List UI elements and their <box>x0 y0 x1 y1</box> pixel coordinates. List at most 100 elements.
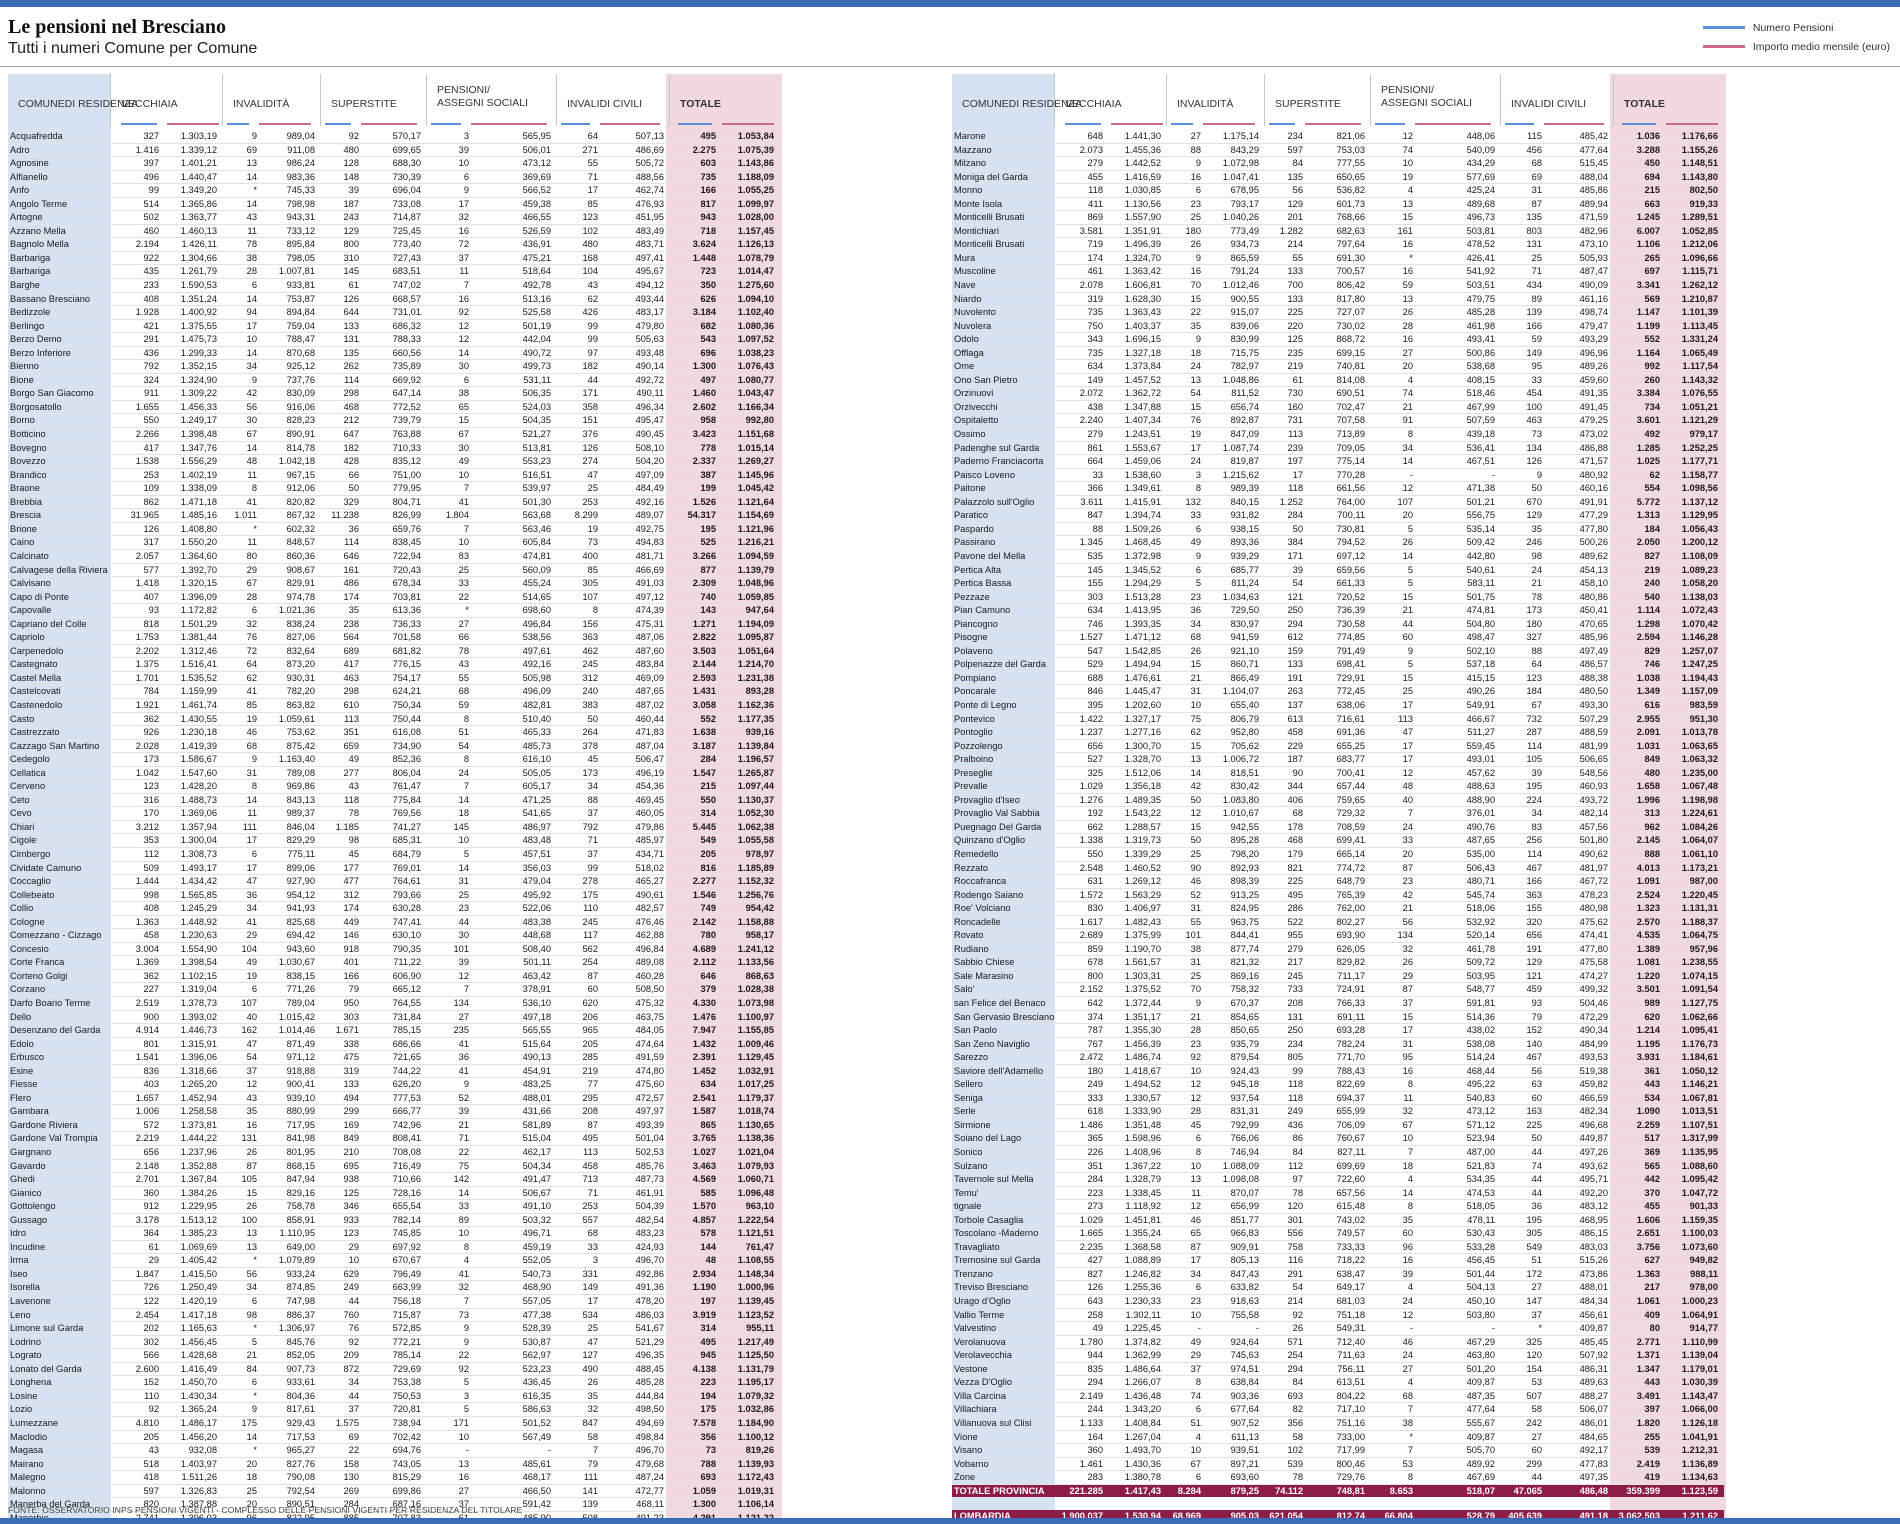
cell-value: 879,54 <box>1207 1050 1265 1065</box>
table-row: Capriano del Colle 818 1.501,29 32 838,24 238… <box>8 617 780 632</box>
cell-value: 3.919 <box>670 1308 722 1323</box>
cell-value: 56 <box>223 1267 263 1282</box>
cell-value: 939,16 <box>722 725 780 740</box>
cell-value: 825,68 <box>263 915 321 930</box>
cell-value: 1.137,12 <box>1666 495 1724 510</box>
cell-value: 48 <box>223 454 263 469</box>
cell-value: 502 <box>111 210 165 225</box>
cell-value: 279 <box>1265 942 1309 957</box>
cell-value: 28 <box>1371 319 1419 334</box>
cell-value: 490,09 <box>1548 278 1614 293</box>
cell-value: 808,41 <box>365 1131 427 1146</box>
cell-value: 751,18 <box>1309 1308 1371 1323</box>
cell-comune: Castelcovati <box>8 684 111 699</box>
cell-value: 549 <box>670 833 722 848</box>
cell-value: 1.006 <box>111 1104 165 1119</box>
cell-value: 47 <box>557 468 604 483</box>
cell-value: 865 <box>670 1118 722 1133</box>
cell-value: 931,82 <box>1207 508 1265 523</box>
cell-comune: Acquafredda <box>8 130 111 144</box>
cell-value: 686,66 <box>365 1037 427 1052</box>
right-header-pensioni-line1: PENSIONI/ <box>1381 84 1435 96</box>
cell-value: 474,53 <box>1419 1186 1501 1201</box>
cell-value: 726 <box>111 1280 165 1296</box>
cell-value: 496,96 <box>1548 346 1614 361</box>
cell-value: 473,12 <box>1419 1104 1501 1119</box>
cell-value: 23 <box>1371 874 1419 889</box>
cell-value: 1.304,66 <box>165 251 223 266</box>
cell-value: 791,24 <box>1207 264 1265 279</box>
cell-value: 562 <box>557 942 604 957</box>
cell-value: 869 <box>1055 210 1109 225</box>
cell-value: 875,42 <box>263 739 321 754</box>
cell-value: 18 <box>1371 1159 1419 1174</box>
cell-value: 670,67 <box>365 1253 427 1268</box>
cell-value: 209 <box>321 1348 365 1363</box>
cell-value: 4.138 <box>670 1362 722 1377</box>
right-header-pensioni: PENSIONI/ASSEGNI SOCIALI <box>1371 74 1501 126</box>
cell-value: 436,45 <box>475 1375 557 1390</box>
cell-value: 2.219 <box>111 1131 165 1146</box>
cell-value: 510,40 <box>475 712 557 727</box>
cell-value: 1.083,80 <box>1207 793 1265 808</box>
cell-value: 689 <box>321 644 365 659</box>
cell-value: 2.142 <box>670 915 722 930</box>
cell-value: 872 <box>321 1362 365 1377</box>
page-title: Le pensioni nel Bresciano <box>8 16 226 38</box>
table-row: Zone 283 1.380,78 6 693,60 78 729,76 8 467,69 44 4… <box>952 1470 1724 1485</box>
right-header-invalidita-bar-numero <box>1171 123 1193 125</box>
cell-value: 7 <box>427 522 475 537</box>
table-row: Lozio 92 1.365,24 9 817,61 37 720,81 5 586,63 32 4… <box>8 1402 780 1417</box>
cell-value: 11 <box>223 535 263 550</box>
cell-value: 86 <box>1265 1131 1309 1146</box>
cell-value: 711,63 <box>1309 1348 1371 1363</box>
cell-value: 487,65 <box>604 684 670 699</box>
cell-value: 82 <box>1265 1402 1309 1417</box>
cell-comune: Offlaga <box>952 346 1055 361</box>
cell-value: 1.606 <box>1614 1213 1666 1228</box>
cell-value: 131 <box>1265 1010 1309 1025</box>
cell-value: 9 <box>1371 644 1419 659</box>
right-header-comune-label: COMUNEDI RESIDENZA <box>962 98 1083 110</box>
table-row: Bienno 792 1.352,15 34 925,12 262 735,89 30 499,… <box>8 359 780 374</box>
cell-value: 37 <box>557 847 604 862</box>
cell-value: 498,74 <box>1548 305 1614 320</box>
cell-value: 1.015,42 <box>263 1010 321 1025</box>
cell-value: 61 <box>1265 373 1309 388</box>
cell-value: 227 <box>111 982 165 997</box>
left-header-vecchiaia: VECCHIAIA <box>111 74 223 126</box>
cell-value: 845,76 <box>263 1335 321 1350</box>
cell-value: 1.014,46 <box>263 1023 321 1038</box>
cell-value: 700,57 <box>1309 264 1371 279</box>
cell-value: 1.230,63 <box>165 928 223 943</box>
cell-value: 473,86 <box>1548 1267 1614 1282</box>
cell-comune: Paitone <box>952 481 1055 496</box>
cell-value: 548,56 <box>1548 766 1614 781</box>
cell-value: 553,23 <box>475 454 557 469</box>
cell-value: 488,59 <box>1548 725 1614 740</box>
cell-comune: Edolo <box>8 1037 111 1052</box>
cell-value: 27 <box>1167 130 1207 144</box>
cell-value: 12 <box>427 332 475 347</box>
cell-value: 1.372,44 <box>1109 996 1167 1011</box>
cell-value: 1.009,46 <box>722 1037 780 1052</box>
cell-value: 126 <box>321 292 365 307</box>
cell-value: 455 <box>1055 170 1109 185</box>
cell-value: 496,84 <box>475 617 557 632</box>
cell-value: 1.516,41 <box>165 657 223 672</box>
cell-value: 1.400,92 <box>165 305 223 320</box>
cell-value: 47 <box>557 1335 604 1350</box>
cell-value: 1.095,41 <box>1666 1023 1724 1038</box>
cell-value: 1.118,92 <box>1109 1199 1167 1214</box>
right-header-superstite-legend-bars <box>1269 123 1361 125</box>
cell-value: 325 <box>1055 766 1109 781</box>
table-row: Verolavecchia 944 1.362,99 29 745,63 254 711,6… <box>952 1348 1724 1363</box>
cell-value: 696,04 <box>365 183 427 198</box>
cell-value: 6 <box>223 603 263 618</box>
cell-value: 1.121,51 <box>722 1226 780 1241</box>
cell-value: 463,80 <box>1419 1348 1501 1363</box>
cell-value: 1.079,32 <box>722 1389 780 1404</box>
cell-value: 64 <box>223 657 263 672</box>
cell-value: 943,60 <box>263 942 321 957</box>
cell-value: 482,14 <box>1548 806 1614 821</box>
